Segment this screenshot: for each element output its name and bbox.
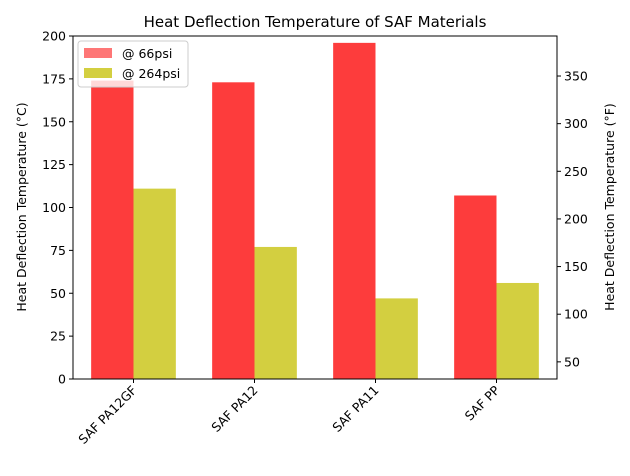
bar-saf-pp-series-1: [496, 282, 539, 379]
y2-tick-label: 100: [564, 307, 588, 322]
y-tick-label: 25: [50, 329, 66, 344]
y2-tick-label: 200: [564, 211, 588, 226]
y2-tick-label: 50: [564, 354, 580, 369]
bar-saf-pa12gf-series-0: [91, 80, 134, 379]
x-tick-label: SAF PP: [462, 382, 503, 423]
y-tick-label: 50: [50, 286, 66, 301]
y2-tick-label: 250: [564, 164, 588, 179]
legend-label-66psi: @ 66psi: [122, 46, 172, 61]
x-tick-label: SAF PA11: [329, 383, 381, 435]
y-tick-label: 125: [42, 157, 66, 172]
bar-saf-pa12gf-series-1: [133, 188, 176, 379]
y2-tick-label: 350: [564, 69, 588, 84]
y2-tick-label: 300: [564, 116, 588, 131]
chart-title: Heat Deflection Temperature of SAF Mater…: [144, 13, 487, 31]
legend-label-264psi: @ 264psi: [122, 66, 180, 81]
legend-swatch-66psi: [84, 48, 112, 58]
y-tick-label: 175: [42, 71, 66, 86]
x-tick-label: SAF PA12GF: [75, 383, 139, 447]
bar-saf-pa12-series-1: [254, 246, 297, 379]
y-tick-label: 100: [42, 200, 66, 215]
y-tick-label: 0: [58, 372, 66, 387]
y2-axis-label: Heat Deflection Temperature (°F): [602, 103, 617, 311]
y-tick-label: 200: [42, 29, 66, 44]
bar-saf-pa11-series-1: [375, 298, 418, 379]
y-tick-label: 75: [50, 243, 66, 258]
x-tick-label: SAF PA12: [208, 383, 260, 435]
bar-saf-pa11-series-0: [333, 42, 376, 380]
y2-tick-label: 150: [564, 259, 588, 274]
bar-saf-pa12-series-0: [212, 82, 255, 380]
y-tick-label: 150: [42, 114, 66, 129]
y-axis-label: Heat Deflection Temperature (°C): [14, 102, 29, 311]
legend: @ 66psi @ 264psi: [77, 40, 189, 88]
bar-saf-pp-series-0: [454, 195, 497, 379]
legend-swatch-264psi: [84, 68, 112, 78]
